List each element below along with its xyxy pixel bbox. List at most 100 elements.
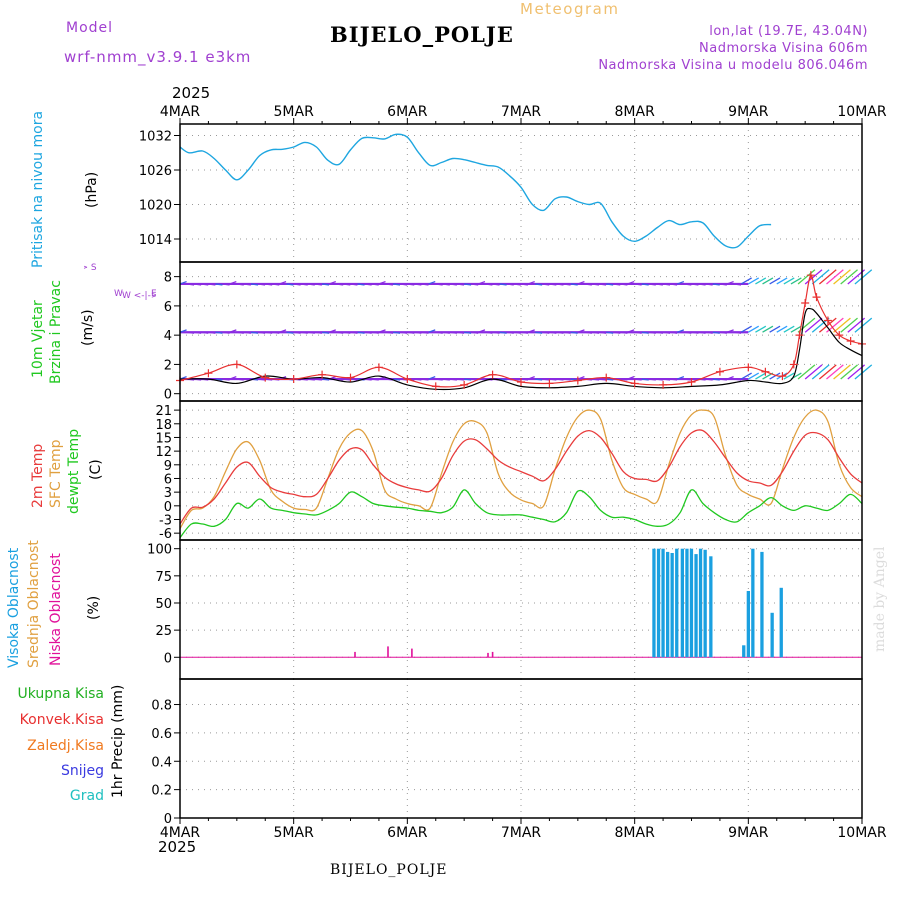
wind-arrow (797, 364, 816, 380)
app-title: Meteogram (520, 0, 620, 18)
cloud-high-bar (661, 548, 665, 658)
wind-arrow (726, 280, 734, 285)
wind-arrow (719, 378, 727, 381)
wind-arrow (300, 283, 308, 286)
model-altitude-text: Nadmorska Visina u modelu 806.046m (598, 58, 868, 73)
y-tick-label: 1026 (139, 164, 172, 179)
wind-arrow (726, 376, 734, 380)
sfc-temp-line (179, 409, 863, 529)
wind-arrow (755, 277, 767, 285)
wind-speed-marker (835, 331, 844, 340)
wind-arrow (492, 331, 500, 334)
wind-arrow (449, 378, 457, 381)
cloud-high-bar (742, 645, 746, 658)
legend-snow: Snijeg (60, 763, 104, 779)
wind-arrow (811, 269, 830, 285)
wind-arrow (485, 331, 493, 334)
cloud-low-bar (411, 648, 413, 658)
wind-arrow (790, 277, 802, 285)
wind-arrow (684, 331, 692, 334)
wind-arrow (748, 372, 760, 380)
wind-arrow (513, 283, 521, 286)
wind-arrow (776, 277, 788, 285)
wind-arrow (350, 331, 358, 334)
wind-arrow (456, 378, 465, 381)
wind-arrow (549, 331, 557, 334)
wind-arrow (734, 378, 742, 381)
wind-arrow (364, 283, 372, 286)
cloud-high-bar (709, 556, 713, 658)
wind-arrow (208, 283, 216, 286)
cloud-high-bar (760, 551, 764, 658)
wind-arrow (655, 378, 664, 381)
wind-arrow (599, 378, 607, 381)
compass-west: W (114, 289, 123, 299)
wind-arrow (527, 329, 535, 333)
y-tick-label: -6 (159, 527, 172, 542)
wind-arrow (449, 331, 457, 334)
wind-arrow (811, 364, 830, 380)
wind-speed-marker (761, 367, 770, 376)
cloud-high-bar (675, 548, 679, 658)
wind-arrow (471, 331, 479, 334)
wind-arrow (293, 283, 301, 286)
wind-arrow (258, 331, 266, 334)
wind-arrow (577, 376, 585, 380)
y-tick-label: -3 (159, 513, 172, 528)
wind-arrow (591, 378, 600, 381)
wind-arrow (179, 329, 187, 333)
wind-arrow (613, 331, 621, 334)
y-tick-label: 0 (164, 651, 172, 666)
wind-arrow (726, 329, 734, 333)
wind-arrow (790, 325, 802, 333)
wind-arrow (535, 283, 543, 286)
wind-speed-marker (806, 271, 815, 280)
wind-arrow (563, 283, 571, 286)
x-tick-label-bottom: 6MAR (387, 825, 428, 841)
wind-arrow (513, 331, 521, 334)
wind-arrow (705, 378, 713, 381)
wind-arrow (187, 331, 195, 334)
wind-arrow (584, 331, 592, 334)
wind-arrow (314, 283, 323, 286)
wind-arrow (499, 378, 507, 381)
wind-speed-marker (801, 298, 810, 307)
footer-station: BIJELO_POLJE (330, 862, 448, 878)
wind-arrow (818, 364, 837, 380)
wind-arrow (712, 378, 720, 381)
wind-arrow (584, 283, 592, 286)
wind-arrow (563, 378, 571, 381)
wind-arrow (314, 378, 323, 381)
wind-arrow (613, 283, 621, 286)
wind-speed-marker (715, 367, 724, 376)
wind-arrow (321, 331, 330, 334)
wind-arrow (520, 283, 529, 286)
wind-compass: W E N <- -> S W <-|-> E (84, 263, 156, 301)
wind-speed-marker (318, 370, 327, 379)
wind-arrow (804, 317, 823, 333)
wind-speed-marker (812, 293, 821, 302)
wind-arrow (591, 283, 600, 286)
wind-arrow (734, 331, 742, 334)
wind-arrow (222, 378, 230, 381)
wind-speed-marker (823, 316, 832, 325)
wind-arrow (250, 283, 259, 286)
cloud-high-bar (751, 548, 755, 658)
wind-arrow (300, 331, 308, 334)
wind-arrow (769, 277, 781, 285)
wind-arrow (606, 378, 614, 381)
wind-arrow (464, 283, 472, 286)
y-tick-label: 18 (155, 418, 172, 433)
wind-arrow (606, 331, 614, 334)
wind-arrow (748, 325, 760, 333)
wind-arrow (201, 331, 209, 334)
wind-arrow (485, 283, 493, 286)
year-bottom: 2025 (158, 838, 197, 856)
wind-arrow (620, 331, 628, 334)
wind-arrow (783, 277, 795, 285)
y-tick-label: 0.6 (151, 727, 172, 742)
panel-frame (179, 678, 863, 819)
wind-arrow (535, 331, 543, 334)
wind-arrow (442, 378, 450, 381)
wind-arrow (400, 283, 408, 286)
